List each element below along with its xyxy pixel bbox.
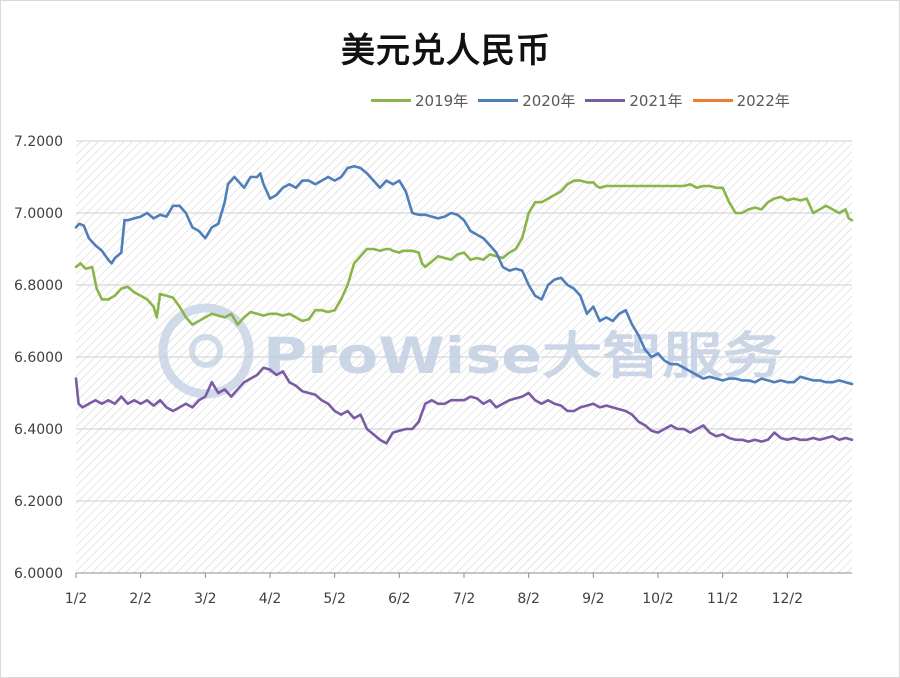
- y-tick-label: 7.0000: [14, 206, 63, 222]
- y-tick-label: 6.6000: [14, 350, 63, 366]
- series-line-2021年: [74, 366, 854, 445]
- watermark-logo-dot-icon: [189, 334, 223, 368]
- x-tick-label: 3/2: [194, 591, 217, 607]
- series-lines: [74, 164, 854, 445]
- legend-item-2019: 2019年: [371, 90, 468, 111]
- x-tick-label: 2/2: [129, 591, 152, 607]
- legend-swatch-2019: [371, 98, 411, 102]
- watermark-text: ProWise大智服务: [263, 327, 783, 385]
- x-tick-label: 10/2: [642, 591, 673, 607]
- legend-label-2021: 2021年: [629, 91, 683, 110]
- y-tick-label: 6.2000: [14, 494, 63, 510]
- line-chart: ProWise大智服务 6.0000 6.2000 6.4000 6.6000 6.80…: [14, 134, 854, 607]
- x-tick-label: 8/2: [517, 591, 540, 607]
- series-line-2020年: [74, 164, 854, 386]
- legend-label-2019: 2019年: [415, 91, 469, 110]
- legend-item-2020: 2020年: [478, 90, 575, 111]
- series-line-2019年: [74, 179, 854, 326]
- x-tick-label: 12/2: [772, 591, 803, 607]
- legend-swatch-2021: [585, 98, 626, 102]
- x-tick-label: 6/2: [388, 591, 411, 607]
- legend-item-2021: 2021年: [585, 90, 683, 111]
- x-tick-label: 5/2: [323, 591, 346, 607]
- x-tick-label: 7/2: [453, 591, 476, 607]
- axes: 6.0000 6.2000 6.4000 6.6000 6.8000 7.0000 7.20…: [14, 134, 852, 607]
- x-tick-label: 9/2: [582, 591, 605, 607]
- chart-title: 美元兑人民币: [341, 31, 551, 71]
- legend-item-2022: 2022年: [692, 90, 790, 111]
- legend-label-2022: 2022年: [736, 91, 790, 110]
- legend-swatch-2022: [692, 98, 733, 102]
- chart-legend: 2019年 2020年 2021年 2022年: [371, 89, 800, 111]
- y-tick-label: 6.8000: [14, 278, 63, 294]
- x-tick-label: 4/2: [259, 591, 282, 607]
- x-tick-label: 11/2: [707, 591, 738, 607]
- y-tick-label: 7.2000: [14, 134, 63, 150]
- legend-swatch-2020: [478, 98, 519, 102]
- y-tick-label: 6.0000: [14, 566, 63, 582]
- y-tick-label: 6.4000: [14, 422, 63, 438]
- legend-label-2020: 2020年: [522, 91, 576, 110]
- x-tick-label: 1/2: [65, 591, 88, 607]
